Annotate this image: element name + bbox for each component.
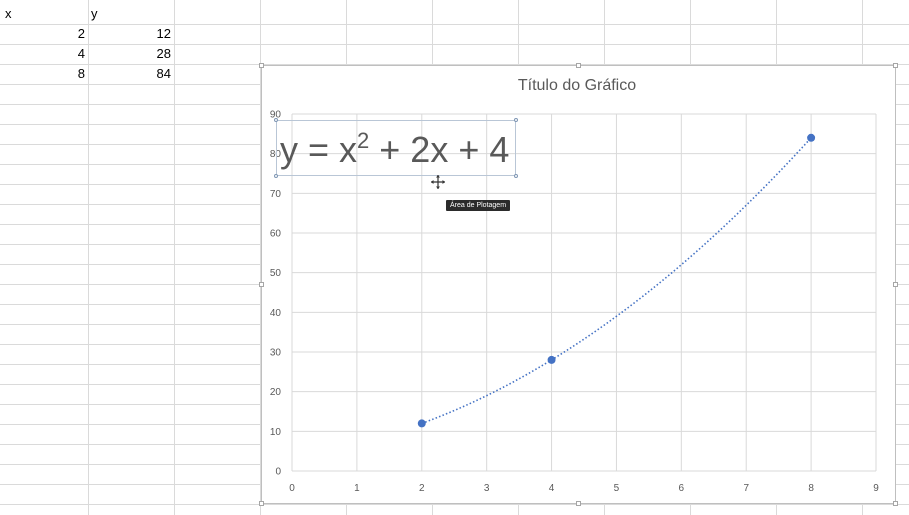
label-handle-bl[interactable]	[274, 174, 278, 178]
equation-exponent: 2	[357, 128, 370, 153]
x-tick-label: 9	[873, 483, 879, 494]
trendline-label-box[interactable]	[276, 120, 516, 176]
label-handle-br[interactable]	[514, 174, 518, 178]
x-tick-label: 0	[289, 483, 295, 494]
data-point[interactable]	[547, 355, 556, 364]
x-tick-label: 5	[614, 483, 620, 494]
y-tick-label: 50	[270, 268, 282, 279]
polynomial-trendline[interactable]	[421, 137, 812, 425]
y-tick-label: 60	[270, 229, 282, 240]
equation-lhs: y = x	[280, 129, 358, 170]
x-tick-label: 6	[679, 483, 685, 494]
x-tick-label: 8	[808, 483, 814, 494]
chart-resize-handle-br[interactable]	[893, 501, 898, 506]
y-tick-label: 80	[270, 149, 282, 160]
trendline-equation[interactable]: y = x2 + 2x + 4	[280, 128, 509, 172]
cell-header-x[interactable]: x	[5, 6, 12, 21]
chart-resize-handle-tl[interactable]	[259, 63, 264, 68]
cell-y-3[interactable]: 84	[156, 66, 171, 81]
chart-resize-handle-tr[interactable]	[893, 63, 898, 68]
chart-resize-handle-l[interactable]	[259, 282, 264, 287]
y-tick-label: 20	[270, 387, 282, 398]
x-tick-label: 3	[484, 483, 490, 494]
cell-x-2[interactable]: 4	[77, 46, 85, 61]
plot-area-tooltip: Área de Plotagem	[446, 200, 511, 211]
cell-x-1[interactable]: 2	[77, 26, 85, 41]
gridlines	[291, 113, 877, 472]
chart-resize-handle-bl[interactable]	[259, 501, 264, 506]
x-tick-label: 1	[354, 483, 360, 494]
move-cursor-icon	[431, 175, 445, 189]
chart-resize-handle-b[interactable]	[576, 501, 581, 506]
label-handle-tl[interactable]	[274, 118, 278, 122]
y-tick-label: 90	[270, 110, 282, 121]
chart-resize-handle-r[interactable]	[893, 282, 898, 287]
x-tick-label: 4	[549, 483, 555, 494]
cell-y-2[interactable]: 28	[156, 46, 171, 61]
y-tick-label: 70	[270, 189, 282, 200]
y-tick-label: 40	[270, 308, 282, 319]
chart-title[interactable]: Título do Gráfico	[517, 77, 637, 94]
y-tick-label: 10	[270, 427, 282, 438]
y-tick-label: 0	[275, 467, 281, 478]
cell-y-1[interactable]: 12	[156, 26, 171, 41]
x-tick-label: 2	[419, 483, 425, 494]
data-point[interactable]	[807, 133, 816, 142]
axis-tick-labels: 0 10 20 30 40 50 60 70 80 90 0 1 2 3 4 5 6 7 8 9	[270, 110, 879, 495]
data-point[interactable]	[417, 419, 426, 428]
cell-header-y[interactable]: y	[91, 6, 98, 21]
chart-resize-handle-t[interactable]	[576, 63, 581, 68]
equation-rhs: + 2x + 4	[369, 129, 510, 170]
data-points	[417, 133, 816, 428]
cell-x-3[interactable]: 8	[77, 66, 85, 81]
y-tick-label: 30	[270, 348, 282, 359]
x-tick-label: 7	[743, 483, 749, 494]
label-handle-tr[interactable]	[514, 118, 518, 122]
